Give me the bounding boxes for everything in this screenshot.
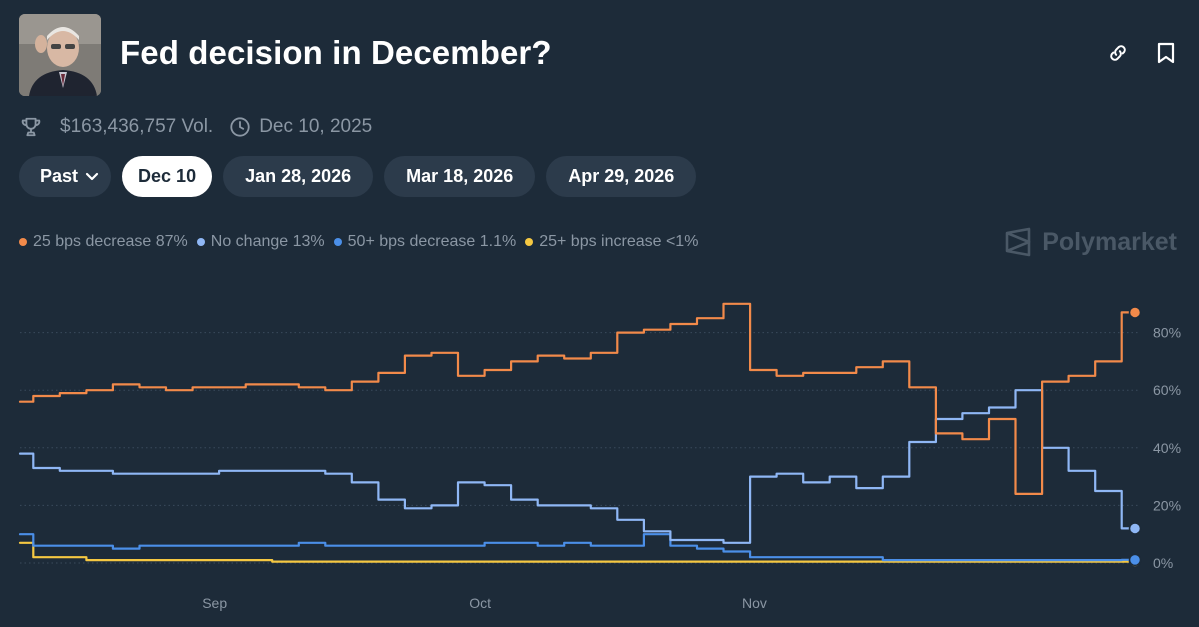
bookmark-icon[interactable] [1153,40,1179,66]
y-tick-label: 80% [1153,325,1181,341]
tab-dec-10[interactable]: Dec 10 [122,156,213,197]
market-avatar [19,14,101,96]
portrait-image [19,14,101,96]
chevron-down-icon [85,172,99,182]
tab-past[interactable]: Past [19,156,112,197]
tab-label: Jan 28, 2026 [245,166,352,186]
tab-label: Past [40,166,79,186]
chart-grid [20,332,1140,564]
series-end-point-50-bps-decrease [1128,553,1142,567]
tab-label: Mar 18, 2026 [406,166,514,186]
volume-text: $163,436,757 Vol. [60,116,214,137]
x-tick-label: Sep [202,595,227,611]
legend-label: 50+ bps decrease 1.1% [347,233,517,250]
legend-label: 25 bps decrease 87% [33,233,188,250]
polymarket-logo-icon [1005,227,1031,257]
end-date-text: Dec 10, 2025 [259,116,373,137]
link-icon[interactable] [1105,40,1131,66]
market-title: Fed decision in December? [120,34,552,71]
legend-item-50-bps-decrease[interactable]: 50+ bps decrease 1.1% [333,233,517,251]
polymarket-watermark: Polymarket [1004,227,1177,257]
header-actions [1105,40,1179,66]
legend-item-25-bps-decrease[interactable]: 25 bps decrease 87% [19,233,188,251]
legend-item-25-bps-increase[interactable]: 25+ bps increase <1% [525,233,698,251]
chart-series [18,302,1142,568]
series-line-50-bps-decrease [18,533,1137,562]
series-line-25-bps-decrease [18,302,1137,495]
x-axis-labels: Sep Oct Nov [202,595,767,611]
y-axis-labels: 0% 20% 40% 60% 80% [1153,325,1181,571]
tab-label: Dec 10 [138,166,197,186]
chart-legend: 25 bps decrease 87% No change 13% 50+ bp… [19,233,707,251]
tab-apr-29-2026[interactable]: Apr 29, 2026 [546,156,697,197]
tab-jan-28-2026[interactable]: Jan 28, 2026 [223,156,374,197]
y-tick-label: 60% [1153,382,1181,398]
tab-label: Apr 29, 2026 [568,166,675,186]
x-tick-label: Nov [742,595,767,611]
series-line-25-bps-increase [18,541,1137,563]
legend-label: 25+ bps increase <1% [539,233,699,250]
series-end-point-no-change [1128,522,1142,535]
y-tick-label: 40% [1153,440,1181,456]
series-line-no-change [18,389,1137,544]
legend-dot [196,238,205,246]
x-tick-label: Oct [469,595,491,611]
brand-name: Polymarket [1042,227,1177,256]
series-end-point-25-bps-decrease [1128,306,1142,319]
market-meta: $163,436,757 Vol. Dec 10, 2025 [20,115,372,139]
legend-label: No change 13% [210,233,325,250]
legend-item-no-change[interactable]: No change 13% [196,233,325,251]
legend-dot [19,238,27,246]
date-tabs: Past Dec 10 Jan 28, 2026 Mar 18, 2026 Ap… [19,156,697,197]
clock-icon [229,115,251,139]
legend-dot [333,238,342,246]
y-tick-label: 0% [1153,555,1173,571]
legend-dot [525,238,534,246]
tab-mar-18-2026[interactable]: Mar 18, 2026 [384,156,536,197]
y-tick-label: 20% [1153,497,1181,513]
trophy-icon [20,115,42,139]
